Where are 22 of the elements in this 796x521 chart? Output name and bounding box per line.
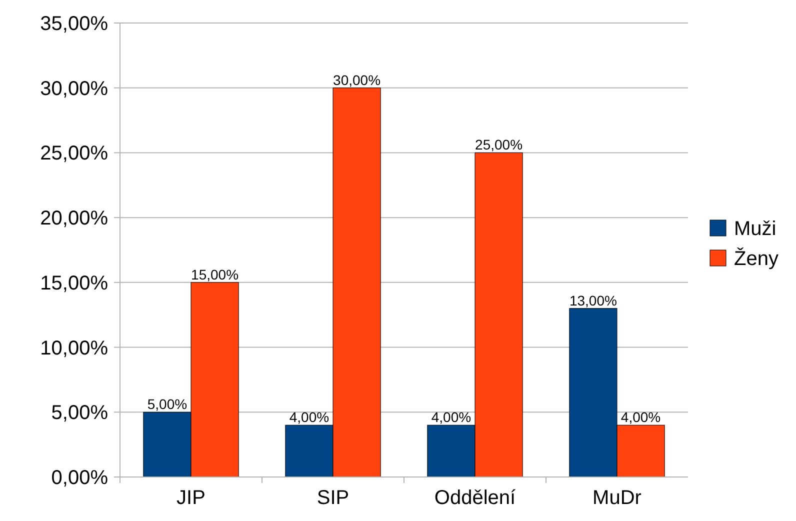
- y-tick-label: 10,00%: [40, 337, 108, 360]
- x-tick-label: JIP: [176, 487, 206, 509]
- legend-label: Ženy: [734, 247, 778, 270]
- x-tick-label: Oddělení: [434, 487, 516, 509]
- y-tick-label: 30,00%: [40, 78, 108, 100]
- y-tick-label: 15,00%: [40, 272, 108, 294]
- data-label: 13,00%: [569, 292, 617, 308]
- y-tick-label: 25,00%: [40, 142, 108, 165]
- y-tick-label: 20,00%: [40, 208, 108, 230]
- data-label: 30,00%: [333, 72, 381, 88]
- y-tick-label: 35,00%: [40, 13, 108, 35]
- data-label: 4,00%: [620, 409, 661, 426]
- legend-label: Muži: [734, 218, 776, 240]
- data-label: 4,00%: [431, 409, 472, 426]
- y-tick-label: 0,00%: [51, 467, 108, 489]
- data-label: 15,00%: [191, 266, 239, 282]
- data-label: 5,00%: [147, 396, 188, 412]
- x-tick-label: SIP: [316, 487, 350, 509]
- x-tick-label: MuDr: [592, 487, 642, 509]
- y-tick-label: 5,00%: [51, 402, 108, 424]
- data-label: 25,00%: [475, 136, 523, 153]
- data-label: 4,00%: [289, 409, 330, 426]
